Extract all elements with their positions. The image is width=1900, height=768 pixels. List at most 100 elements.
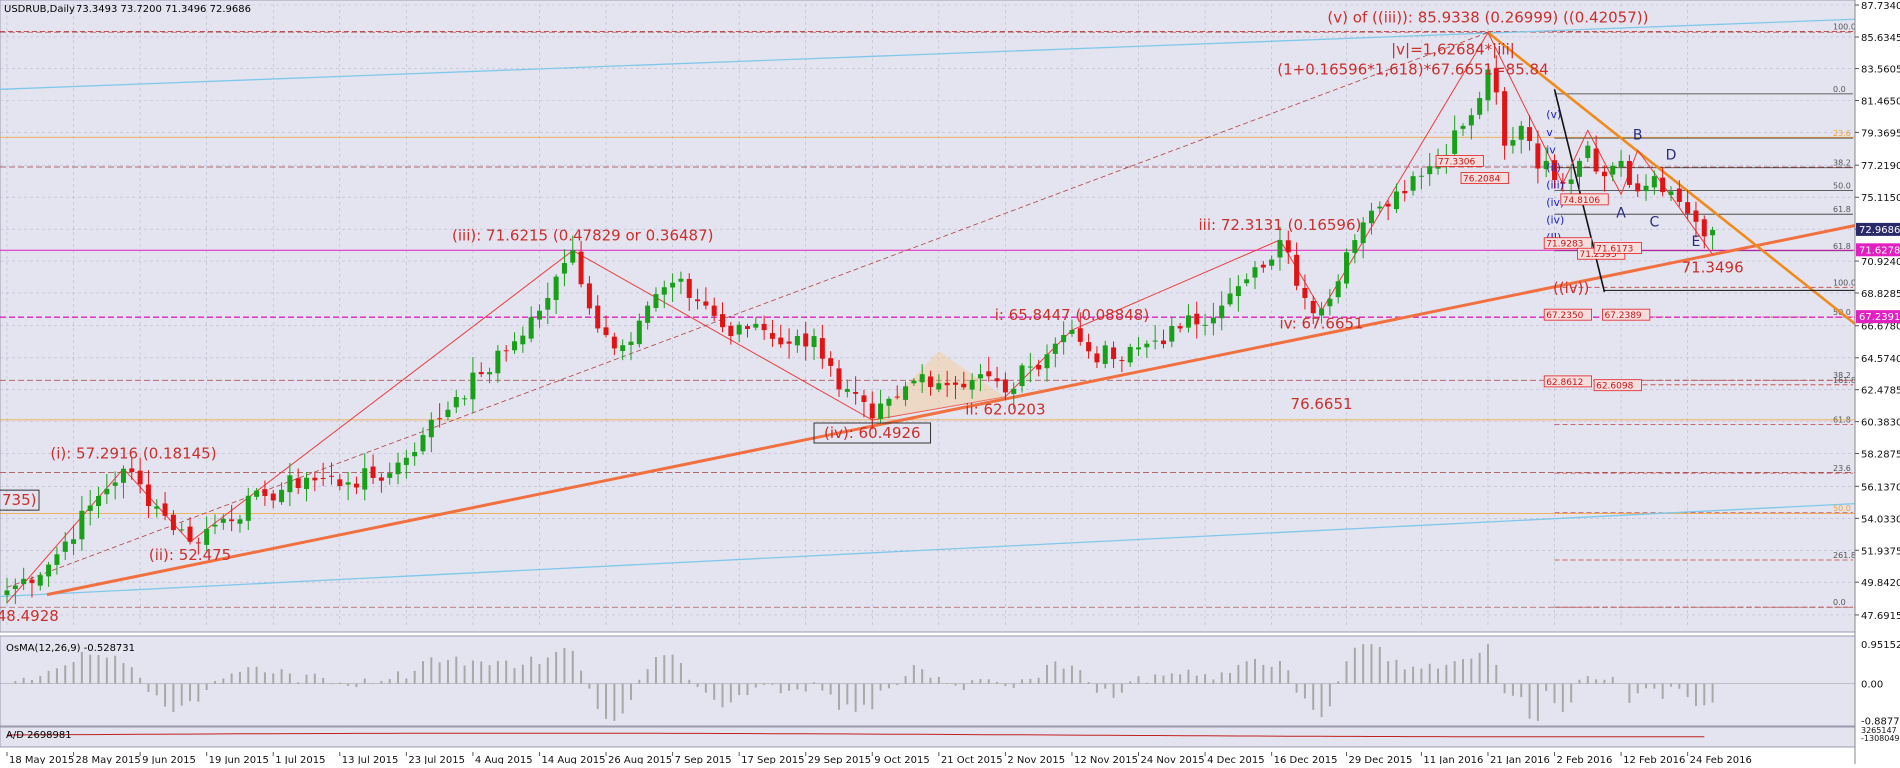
price-marker-label: 76.2084 xyxy=(1463,175,1500,185)
candle-body xyxy=(903,386,909,400)
candle-body xyxy=(744,326,750,329)
y-tick-label: 56.1370 xyxy=(1861,482,1900,493)
x-tick-label: 19 Jun 2015 xyxy=(209,755,269,764)
candle-body xyxy=(503,350,509,352)
candle-body xyxy=(595,305,601,329)
candle-body xyxy=(1468,115,1474,126)
candle xyxy=(1344,248,1350,289)
candle xyxy=(828,351,834,377)
candle xyxy=(270,489,276,509)
candle xyxy=(670,273,676,302)
candle xyxy=(1319,302,1325,324)
candle-body xyxy=(212,524,218,527)
candle xyxy=(1568,164,1574,197)
candle-body xyxy=(295,478,301,489)
candle xyxy=(1385,200,1391,221)
candle xyxy=(478,362,484,378)
ad-tick-label: 3265147 xyxy=(1861,726,1897,735)
candle-body xyxy=(1518,125,1524,140)
candle xyxy=(1194,301,1200,339)
price-marker-label: 74.8106 xyxy=(1563,196,1600,206)
price-tag-label: 71.6278 xyxy=(1859,245,1900,256)
label-box xyxy=(0,489,40,511)
candle-body xyxy=(1160,340,1166,345)
candle-body xyxy=(894,396,900,398)
candle-body xyxy=(1385,203,1391,207)
candle-body xyxy=(154,506,160,509)
candle-body xyxy=(1335,281,1341,298)
candle xyxy=(1327,288,1333,316)
candle-body xyxy=(1169,326,1175,342)
candle-body xyxy=(520,335,526,345)
candle xyxy=(1393,183,1399,214)
label-box xyxy=(813,422,932,444)
candle-body xyxy=(1152,340,1158,342)
price-marker-label: 62.8612 xyxy=(1546,378,1583,388)
candle xyxy=(977,363,983,392)
candle xyxy=(1377,201,1383,213)
x-tick-label: 24 Nov 2015 xyxy=(1141,755,1205,764)
x-tick-label: 9 Oct 2015 xyxy=(874,755,929,764)
candle xyxy=(1094,346,1100,369)
candle-body xyxy=(1177,326,1183,329)
pivot-label: 71.3496 xyxy=(1682,259,1744,277)
candle-body xyxy=(187,526,193,542)
candle-body xyxy=(645,305,651,323)
candle xyxy=(1368,202,1374,235)
candle-body xyxy=(337,479,343,487)
candle xyxy=(1610,162,1616,182)
fib-level-label: 38.2 xyxy=(1833,371,1851,380)
candle xyxy=(761,315,767,340)
candle xyxy=(54,546,60,575)
candle-body xyxy=(1576,160,1582,177)
candle-body xyxy=(661,287,667,295)
candle-body xyxy=(1626,160,1632,185)
candle xyxy=(561,249,567,287)
candle xyxy=(628,332,634,361)
candle xyxy=(1635,174,1641,197)
channel-top-line xyxy=(0,18,1856,90)
candle-body xyxy=(1660,177,1666,193)
candle-body xyxy=(1676,188,1682,202)
candle xyxy=(1427,153,1433,186)
y-tick-label: 77.2190 xyxy=(1861,161,1900,172)
candle xyxy=(720,302,726,333)
candle-body xyxy=(553,276,559,301)
candle xyxy=(861,389,867,418)
candle-body xyxy=(803,333,809,347)
x-tick-label: 18 May 2015 xyxy=(9,755,74,764)
candle-body xyxy=(853,391,859,394)
candle-body xyxy=(104,488,110,495)
y-tick-label: 58.2875 xyxy=(1861,450,1900,461)
candle-body xyxy=(711,305,717,316)
candle xyxy=(736,321,742,343)
candle xyxy=(553,274,559,314)
candle xyxy=(578,240,584,288)
candle-body xyxy=(636,320,642,345)
candle xyxy=(46,561,52,587)
candle-body xyxy=(220,518,226,523)
x-tick-label: 1 Jul 2015 xyxy=(275,755,325,764)
candle-body xyxy=(12,585,18,589)
candle xyxy=(1502,87,1508,160)
candle-body xyxy=(1535,143,1541,169)
candle xyxy=(220,514,226,530)
candle-body xyxy=(21,578,27,585)
candle-body xyxy=(578,251,584,285)
candle-body xyxy=(1011,388,1017,394)
candle-body xyxy=(1668,191,1674,195)
candle-body xyxy=(495,350,501,374)
candle-body xyxy=(1260,264,1266,268)
candle xyxy=(1244,273,1250,287)
abcde-label: C xyxy=(1649,214,1659,230)
pivot-label: (v) of ((iii)): 85.9338 (0.26999) ((0.42… xyxy=(1327,8,1648,26)
candle-body xyxy=(1352,240,1358,253)
candle xyxy=(1710,226,1716,250)
candle xyxy=(12,578,18,605)
osma-tick-label: 0.00 xyxy=(1861,680,1883,691)
candle-body xyxy=(262,489,268,497)
candle-body xyxy=(403,457,409,465)
candle-body xyxy=(1410,176,1416,191)
candle xyxy=(487,367,493,384)
candle xyxy=(154,499,160,518)
